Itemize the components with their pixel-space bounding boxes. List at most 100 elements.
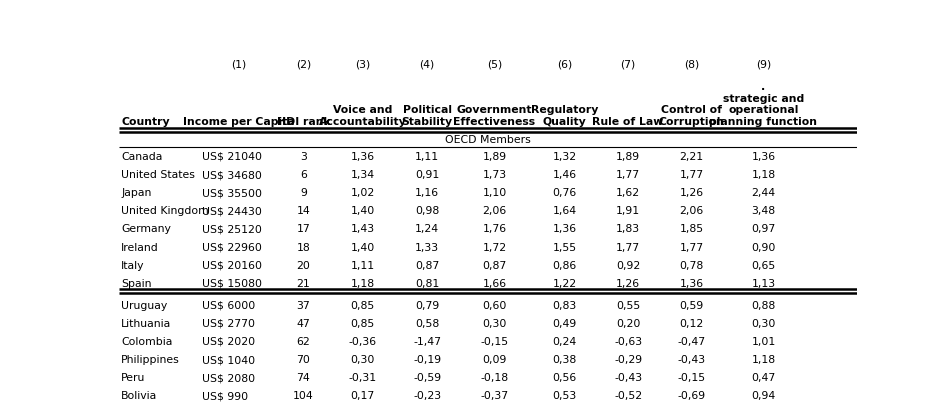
Text: 1,77: 1,77 (680, 170, 704, 179)
Text: US$ 20160: US$ 20160 (203, 260, 263, 270)
Text: 1,77: 1,77 (616, 170, 640, 179)
Text: Spain: Spain (121, 278, 151, 288)
Text: 0,58: 0,58 (415, 318, 439, 328)
Text: (4): (4) (420, 60, 435, 70)
Text: 18: 18 (297, 242, 310, 252)
Text: 1,46: 1,46 (552, 170, 577, 179)
Text: 1,13: 1,13 (751, 278, 776, 288)
Text: 1,33: 1,33 (415, 242, 439, 252)
Text: 0,88: 0,88 (751, 300, 776, 310)
Text: -0,15: -0,15 (678, 372, 705, 382)
Text: Government
Effectiveness: Government Effectiveness (453, 105, 536, 126)
Text: 0,76: 0,76 (552, 188, 577, 198)
Text: Italy: Italy (121, 260, 145, 270)
Text: 0,56: 0,56 (552, 372, 577, 382)
Text: US$ 2080: US$ 2080 (203, 372, 255, 382)
Text: 0,83: 0,83 (552, 300, 577, 310)
Text: 1,83: 1,83 (616, 224, 640, 234)
Text: 2,44: 2,44 (751, 188, 776, 198)
Text: 47: 47 (297, 318, 310, 328)
Text: -0,19: -0,19 (413, 354, 441, 364)
Text: 1,77: 1,77 (680, 242, 704, 252)
Text: 0,87: 0,87 (483, 260, 506, 270)
Text: 1,62: 1,62 (616, 188, 640, 198)
Text: US$ 1040: US$ 1040 (203, 354, 255, 364)
Text: 0,47: 0,47 (751, 372, 776, 382)
Text: -0,37: -0,37 (481, 390, 508, 401)
Text: US$ 24430: US$ 24430 (203, 206, 262, 216)
Text: 0,17: 0,17 (350, 390, 374, 401)
Text: Income per Capita: Income per Capita (183, 117, 294, 126)
Text: US$ 22960: US$ 22960 (203, 242, 262, 252)
Text: Canada: Canada (121, 151, 163, 162)
Text: -0,47: -0,47 (678, 336, 705, 346)
Text: 17: 17 (297, 224, 310, 234)
Text: US$ 2770: US$ 2770 (203, 318, 255, 328)
Text: -0,43: -0,43 (678, 354, 705, 364)
Text: 0,24: 0,24 (552, 336, 577, 346)
Text: -0,23: -0,23 (413, 390, 441, 401)
Text: HDI rank: HDI rank (277, 117, 330, 126)
Text: (9): (9) (756, 60, 771, 70)
Text: 6: 6 (300, 170, 307, 179)
Text: 1,73: 1,73 (483, 170, 506, 179)
Text: 20: 20 (296, 260, 310, 270)
Text: 104: 104 (293, 390, 314, 401)
Text: 1,55: 1,55 (552, 242, 577, 252)
Text: 0,94: 0,94 (751, 390, 776, 401)
Text: 1,32: 1,32 (552, 151, 577, 162)
Text: 0,78: 0,78 (680, 260, 704, 270)
Text: 0,85: 0,85 (350, 300, 374, 310)
Text: Voice and
Accountability: Voice and Accountability (319, 105, 407, 126)
Text: Peru: Peru (121, 372, 146, 382)
Text: 1,85: 1,85 (680, 224, 704, 234)
Text: 0,12: 0,12 (680, 318, 704, 328)
Text: -0,63: -0,63 (614, 336, 643, 346)
Text: 0,92: 0,92 (616, 260, 640, 270)
Text: -0,29: -0,29 (614, 354, 643, 364)
Text: 1,91: 1,91 (616, 206, 640, 216)
Text: 1,26: 1,26 (616, 278, 640, 288)
Text: -0,18: -0,18 (481, 372, 508, 382)
Text: 1,11: 1,11 (350, 260, 374, 270)
Text: US$ 990: US$ 990 (203, 390, 248, 401)
Text: 1,89: 1,89 (483, 151, 506, 162)
Text: 1,76: 1,76 (483, 224, 506, 234)
Text: 1,02: 1,02 (350, 188, 374, 198)
Text: Regulatory
Quality: Regulatory Quality (531, 105, 598, 126)
Text: 1,16: 1,16 (415, 188, 439, 198)
Text: Colombia: Colombia (121, 336, 172, 346)
Text: 0,85: 0,85 (350, 318, 374, 328)
Text: 1,36: 1,36 (350, 151, 374, 162)
Text: 1,66: 1,66 (483, 278, 506, 288)
Text: US$ 35500: US$ 35500 (203, 188, 263, 198)
Text: 1,01: 1,01 (751, 336, 776, 346)
Text: 3: 3 (300, 151, 307, 162)
Text: 0,81: 0,81 (415, 278, 439, 288)
Text: Ireland: Ireland (121, 242, 159, 252)
Text: 37: 37 (297, 300, 310, 310)
Text: -0,36: -0,36 (348, 336, 377, 346)
Text: United States: United States (121, 170, 195, 179)
Text: 0,90: 0,90 (751, 242, 776, 252)
Text: 1,11: 1,11 (415, 151, 439, 162)
Text: 0,49: 0,49 (552, 318, 577, 328)
Text: US$ 21040: US$ 21040 (203, 151, 263, 162)
Text: 1,77: 1,77 (616, 242, 640, 252)
Text: OECD Members: OECD Members (445, 134, 531, 144)
Text: 1,89: 1,89 (616, 151, 640, 162)
Text: 1,36: 1,36 (552, 224, 577, 234)
Text: (7): (7) (621, 60, 636, 70)
Text: Bolivia: Bolivia (121, 390, 157, 401)
Text: 0,38: 0,38 (552, 354, 577, 364)
Text: Political
Stability: Political Stability (402, 105, 452, 126)
Text: 1,36: 1,36 (751, 151, 776, 162)
Text: 1,26: 1,26 (680, 188, 704, 198)
Text: 3,48: 3,48 (751, 206, 776, 216)
Text: 0,20: 0,20 (616, 318, 641, 328)
Text: Control of
Corruption: Control of Corruption (659, 105, 724, 126)
Text: (3): (3) (355, 60, 370, 70)
Text: 0,87: 0,87 (415, 260, 439, 270)
Text: 0,30: 0,30 (350, 354, 375, 364)
Text: 9: 9 (300, 188, 307, 198)
